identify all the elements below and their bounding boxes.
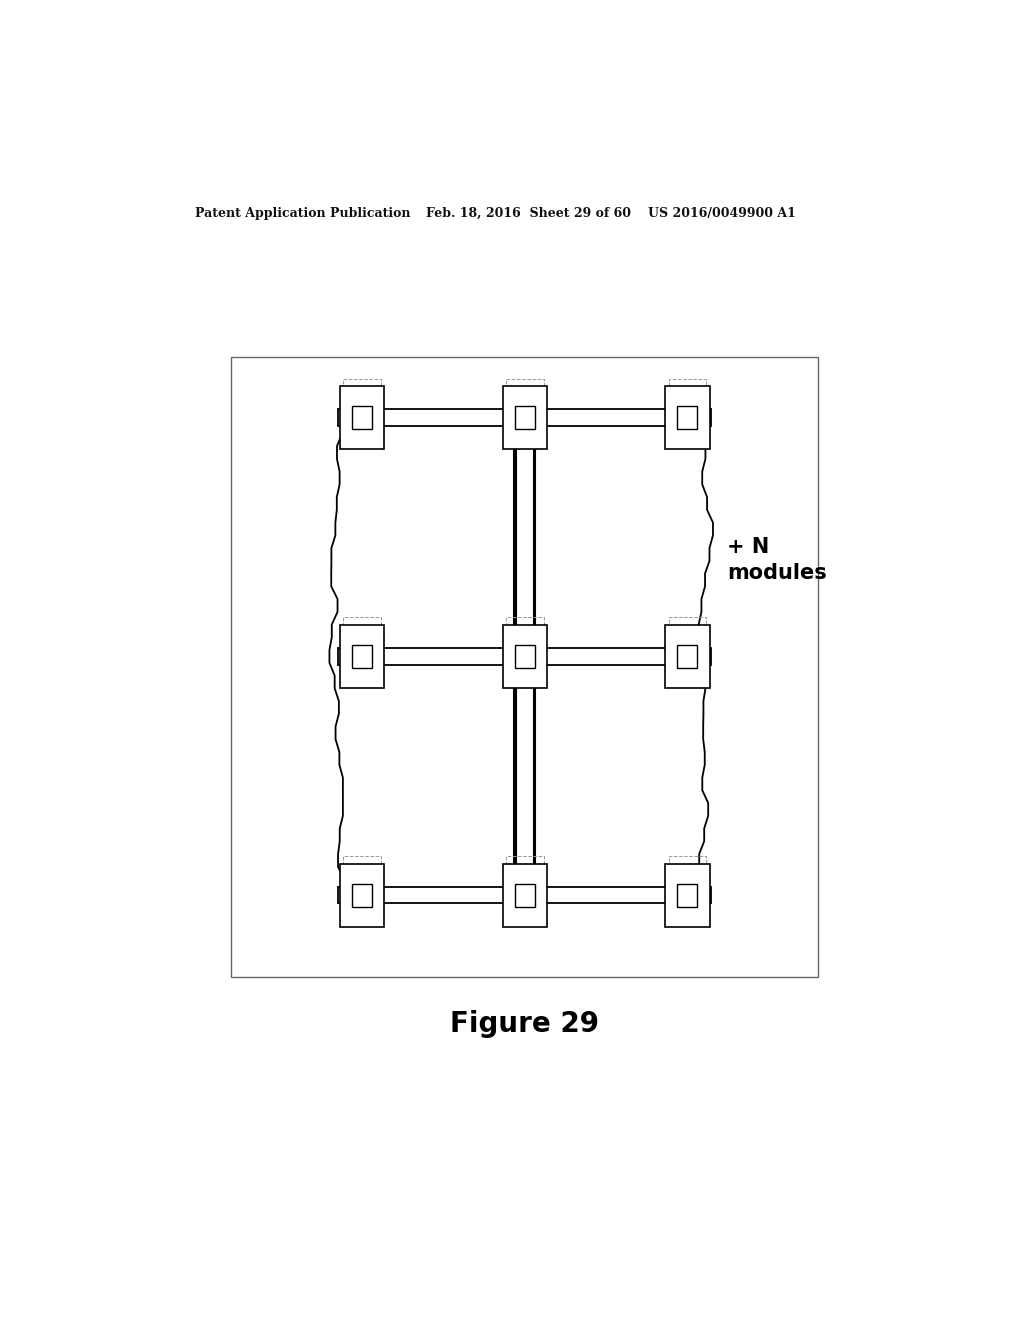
Bar [506, 618, 544, 653]
Bar [506, 857, 544, 892]
Bar [343, 379, 381, 414]
Bar [338, 409, 712, 426]
Text: Figure 29: Figure 29 [451, 1010, 599, 1039]
Bar [669, 379, 707, 414]
Text: + N
modules: + N modules [727, 537, 827, 583]
Bar [352, 407, 372, 429]
Text: Patent Application Publication: Patent Application Publication [196, 207, 411, 220]
Bar [678, 884, 697, 907]
Bar [666, 387, 710, 449]
Bar [340, 865, 384, 927]
Bar [352, 884, 372, 907]
Bar [678, 645, 697, 668]
Bar [678, 407, 697, 429]
Bar [503, 626, 547, 688]
Bar [666, 865, 710, 927]
Bar [503, 865, 547, 927]
Text: US 2016/0049900 A1: US 2016/0049900 A1 [648, 207, 796, 220]
Bar [515, 884, 535, 907]
Bar [669, 857, 707, 892]
Bar [515, 407, 535, 429]
Bar [340, 387, 384, 449]
Bar [338, 887, 712, 903]
Bar [669, 618, 707, 653]
Bar [666, 626, 710, 688]
Bar [506, 379, 544, 414]
Bar [231, 356, 818, 977]
Bar [352, 645, 372, 668]
Text: Feb. 18, 2016  Sheet 29 of 60: Feb. 18, 2016 Sheet 29 of 60 [426, 207, 631, 220]
Bar [515, 645, 535, 668]
Bar [340, 626, 384, 688]
Bar [503, 387, 547, 449]
Bar [343, 857, 381, 892]
Bar [343, 618, 381, 653]
Bar [338, 648, 712, 664]
